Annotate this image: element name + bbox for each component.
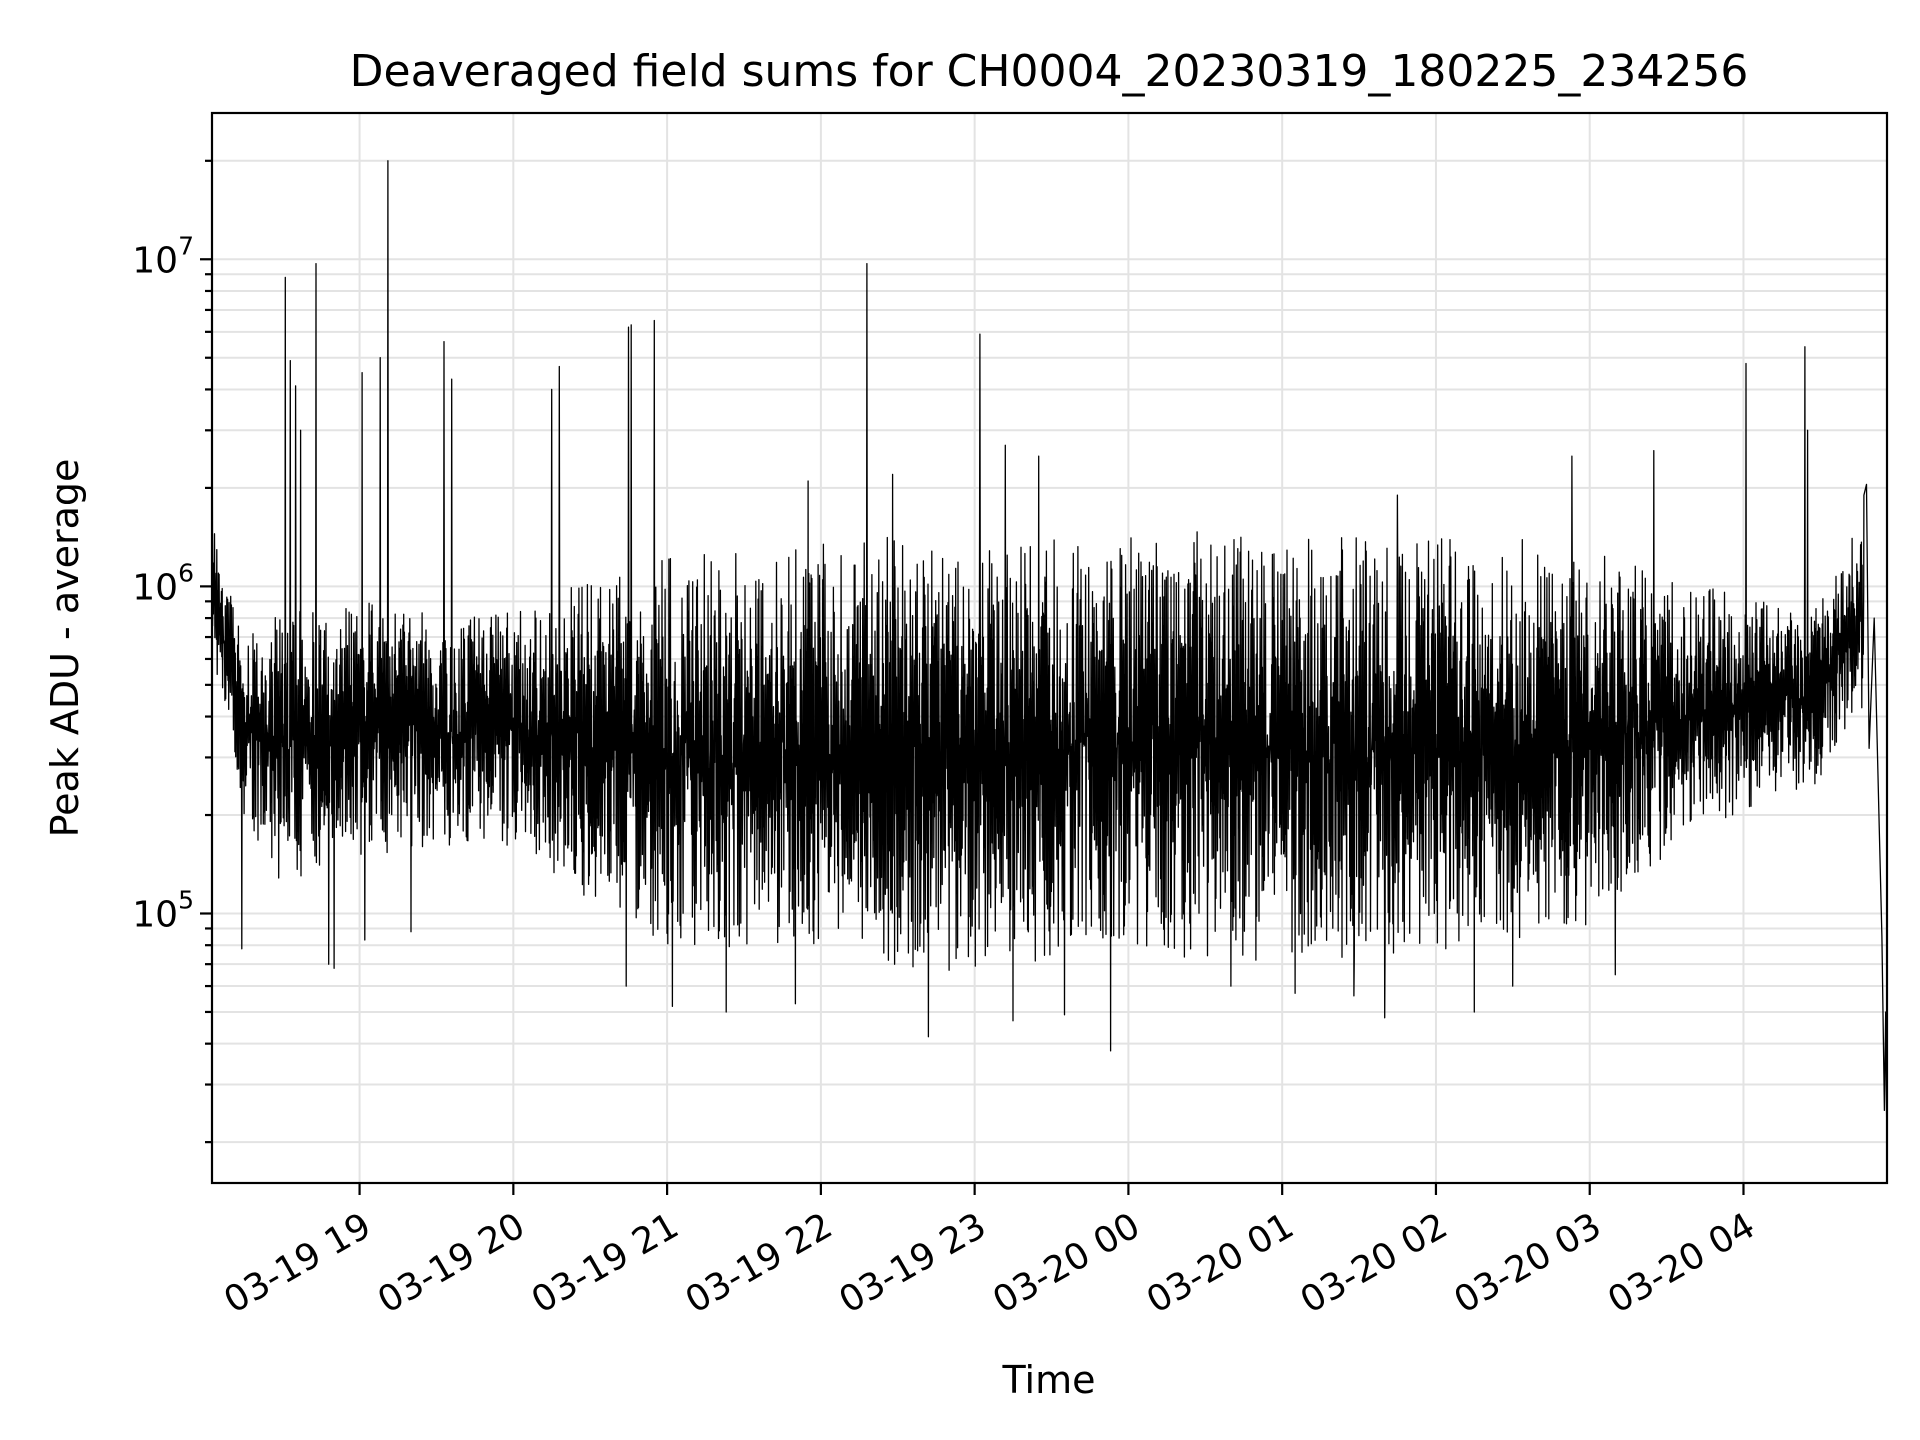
y-axis: 105 106 107 bbox=[132, 159, 212, 1144]
series-line bbox=[211, 160, 1888, 1158]
y-tick-label: 106 bbox=[132, 558, 194, 608]
y-tick-label: 105 bbox=[132, 885, 194, 935]
chart-title: Deaveraged field sums for CH0004_2023031… bbox=[350, 46, 1749, 97]
y-axis-label: Peak ADU - average bbox=[43, 459, 87, 838]
y-tick-label: 107 bbox=[132, 231, 194, 281]
x-axis-label: Time bbox=[1002, 1358, 1096, 1402]
plot-area bbox=[211, 160, 1888, 1158]
plot-frame bbox=[210, 111, 1889, 1185]
